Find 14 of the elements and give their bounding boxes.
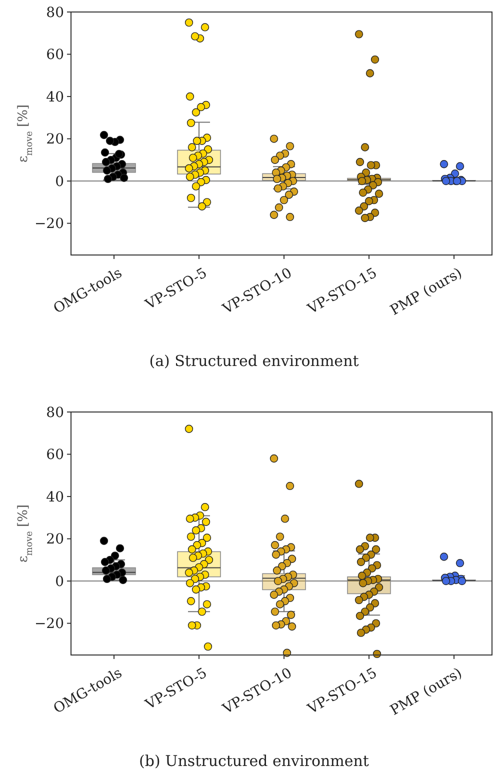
- y-tick-label: 20: [46, 532, 64, 548]
- y-tick-label: 80: [46, 404, 64, 421]
- y-tick-label: 40: [46, 89, 64, 106]
- y-tick-label: 40: [46, 489, 64, 506]
- text: (b) Unstructured environment: [139, 752, 369, 770]
- y-tick-label: −20: [34, 616, 64, 632]
- y-tick-label: 0: [55, 574, 64, 590]
- y-tick-label: −20: [34, 216, 64, 232]
- text: (a) Structured environment: [149, 352, 359, 370]
- y-tick-label: 60: [46, 447, 64, 464]
- y-tick-label: 0: [55, 174, 64, 190]
- y-tick-label: 80: [46, 4, 64, 21]
- y-tick-label: 60: [46, 47, 64, 64]
- y-tick-label: 20: [46, 132, 64, 148]
